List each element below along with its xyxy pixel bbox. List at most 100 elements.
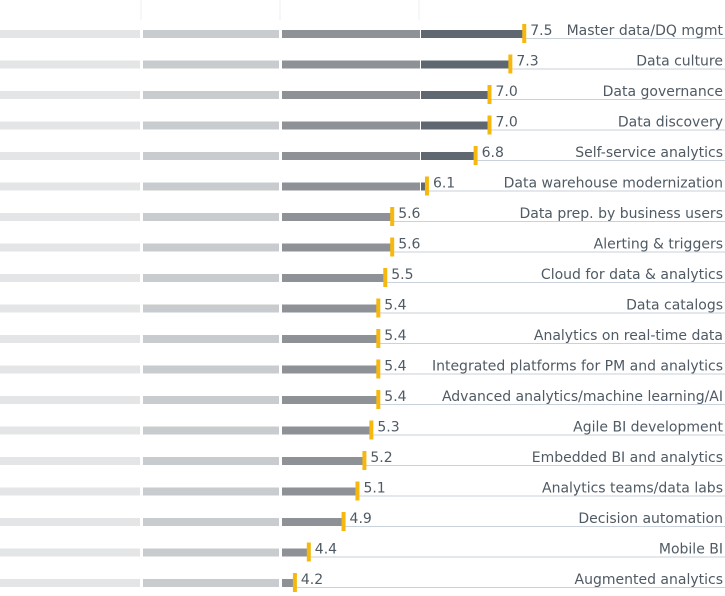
value-label: 6.1	[433, 176, 455, 192]
bar-segment	[143, 121, 279, 130]
value-marker	[376, 298, 381, 318]
value-marker	[487, 115, 492, 135]
value-marker	[306, 542, 311, 562]
value-label: 7.5	[530, 23, 552, 39]
bar-segment	[282, 426, 372, 435]
bar-segment	[0, 30, 140, 38]
bar-segment	[143, 579, 279, 587]
bar-segment	[282, 487, 358, 496]
value-marker	[424, 176, 429, 196]
bar-segment	[282, 243, 393, 252]
value-marker	[292, 573, 297, 592]
category-label: Data catalogs	[626, 298, 723, 314]
value-label: 5.3	[377, 420, 399, 436]
value-marker	[508, 54, 513, 74]
value-label: 6.8	[482, 145, 504, 161]
bar-segment	[143, 396, 279, 404]
bar-segment	[421, 30, 525, 38]
category-label: Agile BI development	[573, 420, 723, 436]
category-label: Mobile BI	[659, 542, 723, 558]
value-label: 4.9	[350, 511, 372, 527]
bar-segment	[282, 60, 420, 69]
category-label: Data discovery	[618, 115, 723, 131]
bar-segment	[0, 487, 140, 496]
bar-segment	[0, 91, 140, 99]
value-marker	[376, 390, 381, 409]
value-label: 5.6	[398, 237, 420, 253]
category-label: Analytics teams/data labs	[542, 481, 723, 497]
bar-segment	[282, 335, 379, 343]
value-label: 5.6	[398, 206, 420, 222]
value-marker	[390, 237, 395, 257]
value-label: 4.4	[315, 542, 337, 558]
category-label: Data warehouse modernization	[504, 176, 723, 192]
value-marker	[473, 146, 478, 165]
value-marker	[362, 451, 367, 470]
bar-segment	[143, 426, 279, 435]
value-label: 7.0	[496, 84, 518, 100]
value-marker	[341, 512, 346, 531]
category-label: Decision automation	[578, 511, 723, 527]
bar-segment	[421, 60, 511, 69]
bar-segment	[0, 152, 140, 160]
bar-segment	[282, 91, 420, 99]
bar-segment	[421, 182, 427, 191]
bar-segment	[0, 426, 140, 435]
value-label: 7.3	[516, 54, 538, 70]
value-marker	[355, 481, 360, 501]
category-label: Alerting & triggers	[594, 237, 723, 253]
bar-segment	[0, 60, 140, 69]
bar-segment	[0, 335, 140, 343]
value-label: 5.4	[384, 298, 406, 314]
value-label: 5.5	[391, 267, 413, 283]
bar-segment	[143, 152, 279, 160]
category-label: Advanced analytics/machine learning/AI	[442, 389, 723, 405]
bar-segment	[282, 30, 420, 38]
bar-segment	[421, 152, 476, 160]
value-marker	[369, 420, 374, 440]
bar-segment	[421, 121, 490, 130]
value-marker	[376, 359, 381, 379]
category-label: Data culture	[636, 54, 723, 70]
category-label: Cloud for data & analytics	[541, 267, 723, 283]
bar-segment	[282, 152, 420, 160]
category-label: Data governance	[603, 84, 723, 100]
bar-segment	[421, 91, 490, 99]
bar-segment	[143, 60, 279, 69]
bar-segment	[143, 182, 279, 191]
value-marker	[376, 329, 381, 348]
bar-segment	[282, 182, 420, 191]
bar-segment	[143, 213, 279, 221]
bar-segment	[0, 365, 140, 374]
bar-segment	[0, 518, 140, 526]
bar-segment	[282, 274, 386, 282]
bar-segment	[0, 548, 140, 557]
value-marker	[487, 85, 492, 104]
value-label: 5.4	[384, 359, 406, 375]
value-marker	[390, 207, 395, 226]
bar-segment	[0, 304, 140, 313]
bar-segment	[282, 548, 309, 557]
value-label: 7.0	[496, 115, 518, 131]
category-label: Embedded BI and analytics	[532, 450, 723, 466]
category-label: Augmented analytics	[575, 572, 723, 588]
bar-segment	[143, 518, 279, 526]
bar-segment	[0, 396, 140, 404]
bar-segment	[0, 579, 140, 587]
bar-segment	[143, 365, 279, 374]
bar-segment	[282, 457, 365, 465]
bar-segment	[143, 30, 279, 38]
category-label: Data prep. by business users	[519, 206, 723, 222]
bar-segment	[0, 182, 140, 191]
bar-segment	[0, 274, 140, 282]
bar-segment	[282, 365, 379, 374]
bar-segment	[143, 487, 279, 496]
bar-segment	[0, 243, 140, 252]
bar-segment	[143, 457, 279, 465]
category-label: Analytics on real-time data	[534, 328, 723, 344]
value-label: 5.1	[363, 481, 385, 497]
bar-segment	[282, 213, 393, 221]
bar-segment	[282, 304, 379, 313]
value-label: 5.2	[370, 450, 392, 466]
